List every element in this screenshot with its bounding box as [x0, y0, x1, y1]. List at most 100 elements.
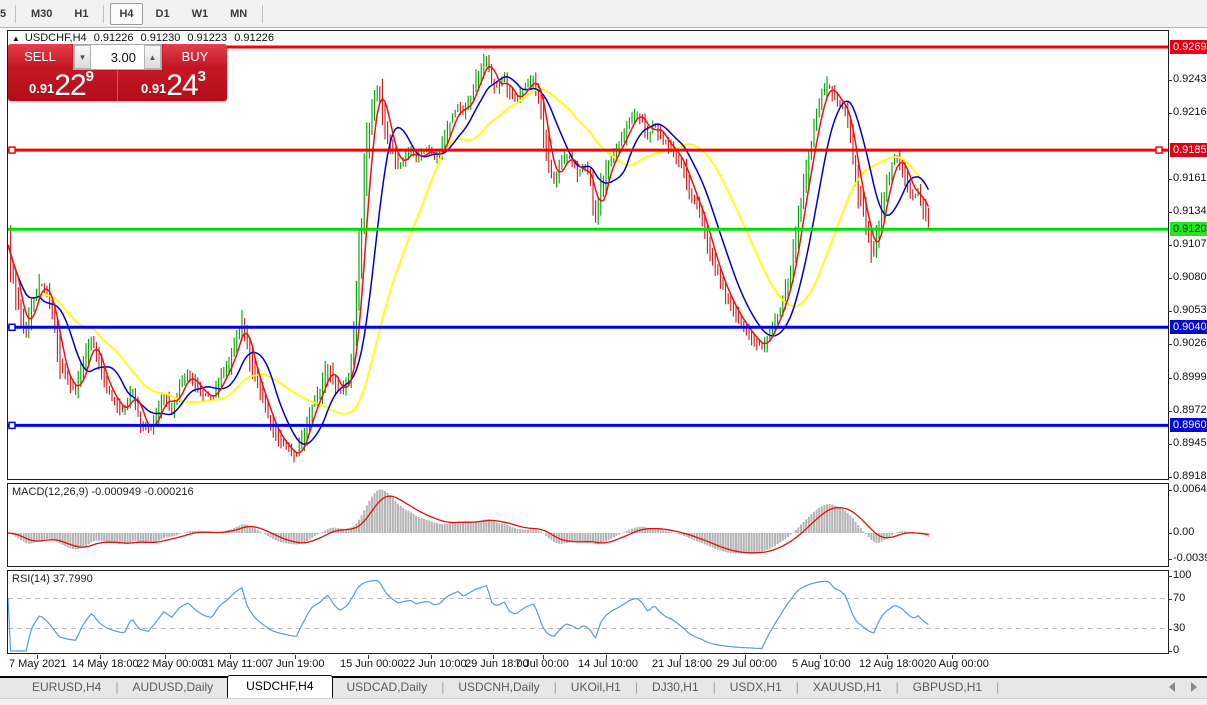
tab-scroll-left-icon[interactable]	[1169, 682, 1175, 692]
axis-tick-mark	[1168, 378, 1172, 380]
tab-separator: |	[441, 680, 445, 694]
chart-tab-audusd[interactable]: AUDUSD,Daily	[132, 680, 214, 694]
sell-price-big: 22	[54, 69, 86, 102]
rsi-value: 37.7990	[52, 573, 93, 585]
date-tick-mark	[952, 655, 953, 659]
buy-price-button[interactable]: 0.91 24 3	[120, 68, 227, 102]
chart-tab-usdcnh[interactable]: USDCNH,Daily	[458, 680, 540, 694]
tab-separator: |	[795, 680, 799, 694]
macd-panel	[7, 483, 1169, 567]
line-handle-left-0.89602[interactable]	[8, 421, 16, 430]
chart-tab-gbpusd[interactable]: GBPUSD,H1	[912, 680, 983, 694]
volume-increase-button[interactable]: ▲	[144, 45, 161, 69]
date-tick-mark	[165, 655, 166, 659]
line-handle-left-0.91855[interactable]	[8, 146, 16, 154]
volume-input[interactable]	[91, 45, 144, 69]
axis-tick-mark	[1168, 311, 1172, 313]
tab-separator: |	[115, 680, 119, 694]
axis-tick-mark	[1168, 411, 1172, 413]
timeframe-button-m30[interactable]: M30	[31, 7, 53, 20]
timeframe-button-5[interactable]: 5	[0, 7, 7, 20]
macd-label: MACD(12,26,9) -0.000949 -0.000216	[12, 486, 194, 498]
rsi-line	[8, 579, 929, 652]
macd-canvas	[8, 489, 930, 554]
macd-tick-0.00: 0.00	[1173, 526, 1195, 538]
buy-price-big: 24	[166, 69, 198, 102]
date-tick-mark	[431, 655, 432, 659]
ma-yellow	[8, 88, 930, 415]
rsi-label: RSI(14) 37.7990	[12, 573, 93, 585]
chart-tab-bar: EURUSD,H4 | AUDUSD,Daily USDCHF,H4 USDCAD,Da…	[0, 675, 1207, 698]
price-tick-0.90535: 0.90535	[1173, 304, 1207, 317]
chart-tab-ukoil[interactable]: UKOil,H1	[570, 680, 621, 694]
chart-tab-xauusd[interactable]: XAUUSD,H1	[812, 680, 882, 694]
timeframe-button-w1[interactable]: W1	[191, 7, 209, 20]
tab-scroll-controls	[1169, 682, 1197, 692]
rsi-tick-30: 30	[1173, 621, 1186, 634]
timeframe-toolbar: 5 M30 H1 H4 D1 W1 MN	[0, 0, 1207, 28]
axis-tick-mark	[1168, 598, 1172, 600]
chart-tab-eurusd[interactable]: EURUSD,H4	[32, 680, 102, 694]
rsi-canvas	[8, 579, 1168, 652]
sell-button[interactable]: SELL	[8, 44, 72, 70]
chart-tab-usdx[interactable]: USDX,H1	[729, 680, 782, 694]
date-tick-mark	[745, 655, 746, 659]
macd-signal-line	[8, 495, 929, 554]
timeframe-button-h1[interactable]: H1	[74, 7, 89, 20]
volume-decrease-button[interactable]: ▼	[74, 45, 91, 69]
timeframe-button-mn[interactable]: MN	[230, 7, 248, 20]
date-label: 14 May 18:00	[72, 658, 139, 670]
volume-spinner: ▼ ▲	[73, 44, 162, 70]
macd-histogram	[9, 489, 930, 554]
rsi-tick-70: 70	[1173, 591, 1186, 604]
one-click-trade-widget: SELL ▼ ▲ BUY 0.91 22 9 0.91 24 3	[8, 44, 227, 101]
macd-value-signal: -0.000216	[144, 486, 194, 498]
date-tick-mark	[606, 655, 607, 659]
rsi-tick-0: 0	[1173, 644, 1180, 656]
timeframe-button-h4[interactable]: H4	[110, 2, 143, 25]
tab-scroll-right-icon[interactable]	[1191, 682, 1197, 692]
axis-tick-mark	[1168, 533, 1172, 534]
macd-tick-0.00647: 0.00647	[1173, 483, 1207, 496]
axis-tick-mark	[1168, 245, 1172, 247]
chart-tab-usdchf[interactable]: USDCHF,H4	[227, 675, 333, 698]
down-bars	[10, 54, 929, 463]
date-label: 5 Aug 10:00	[792, 658, 851, 670]
date-label: 31 May 11:00	[202, 658, 268, 670]
date-label: 7 Jun 19:00	[267, 658, 325, 670]
sell-price-prefix: 0.91	[28, 81, 55, 96]
line-price-label-0.91855: 0.91855	[1170, 143, 1207, 158]
ma-red	[8, 65, 930, 454]
sell-price-button[interactable]: 0.91 22 9	[8, 68, 115, 102]
line-handle-left-0.90405[interactable]	[8, 323, 16, 332]
buy-button[interactable]: BUY	[163, 44, 227, 70]
ohlc-low: 0.91223	[187, 32, 228, 44]
date-axis: 7 May 2021 14 May 18:00 22 May 00:00 31 May…	[7, 655, 1207, 675]
date-tick-mark	[887, 655, 888, 659]
status-strip	[0, 698, 1207, 705]
date-label: 29 Jun 18:00	[465, 658, 529, 670]
axis-tick-mark	[1168, 344, 1172, 346]
price-divider	[117, 70, 118, 101]
axis-tick-mark	[1168, 576, 1172, 577]
date-tick-mark	[295, 655, 296, 659]
date-tick-mark	[100, 655, 101, 659]
chart-tab-usdcad[interactable]: USDCAD,Daily	[346, 680, 428, 694]
price-chart-canvas[interactable]	[8, 31, 1168, 479]
axis-tick-mark	[1168, 444, 1172, 445]
ohlc-close: 0.91226	[234, 32, 274, 44]
axis-tick-mark	[1168, 628, 1172, 630]
chart-tab-dj30[interactable]: DJ30,H1	[651, 680, 699, 694]
line-handle-right-0.91855[interactable]	[1155, 146, 1163, 154]
collapse-triangle-icon[interactable]: ▲	[12, 34, 20, 43]
date-label: 22 May 00:00	[137, 658, 204, 670]
tab-separator: |	[634, 680, 638, 694]
date-tick-mark	[493, 655, 494, 659]
line-price-label-0.92699: 0.92699	[1170, 40, 1207, 54]
price-tick-0.91075: 0.91075	[1173, 238, 1207, 251]
timeframe-button-d1[interactable]: D1	[155, 7, 170, 20]
